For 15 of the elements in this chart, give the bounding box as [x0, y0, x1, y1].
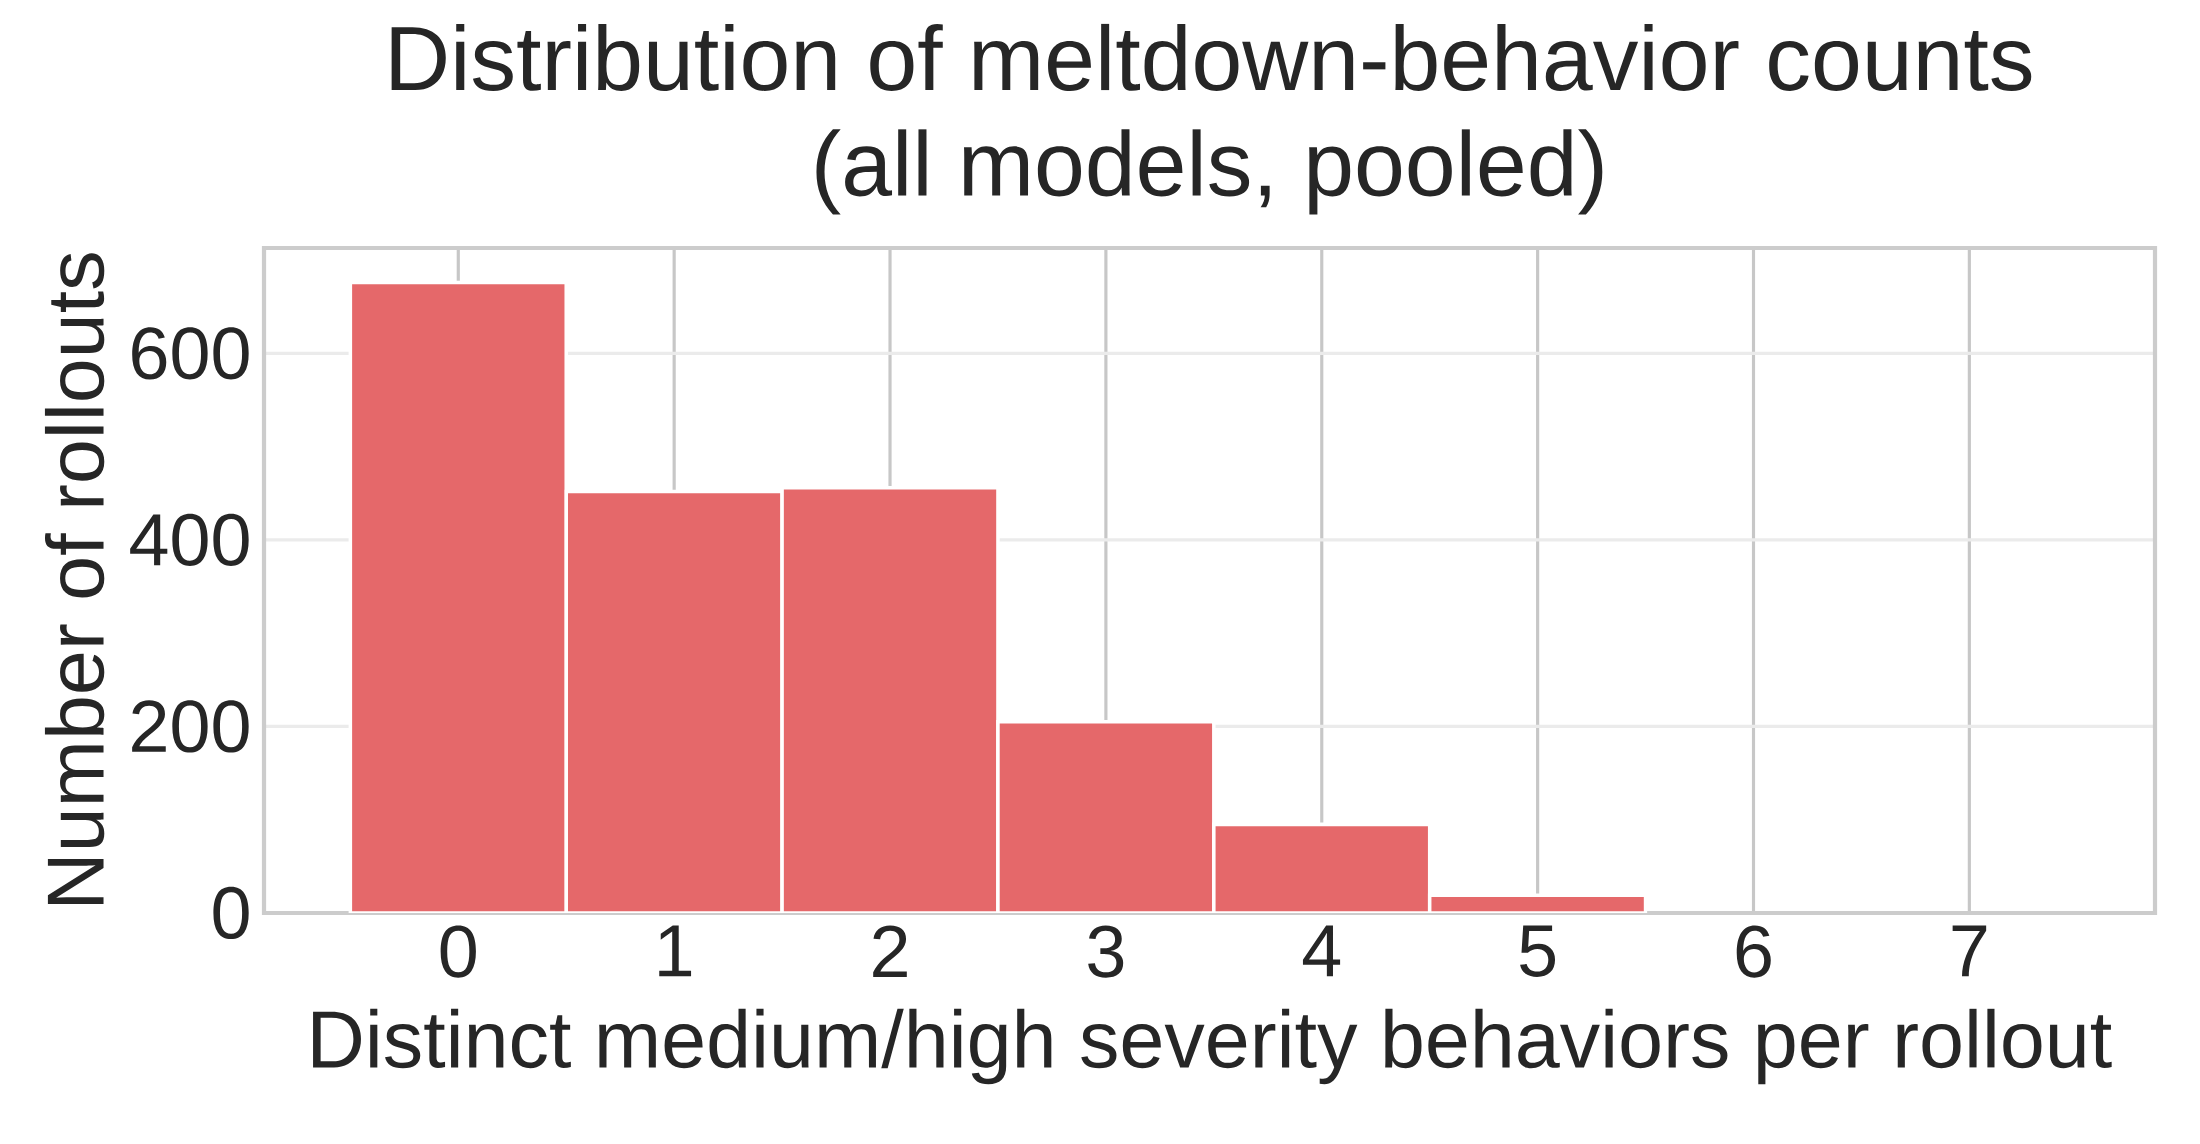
x-axis-title: Distinct medium/high severity behaviors per rollout [313, 1008, 2112, 1085]
x-tick-label: 0 [440, 925, 476, 978]
x-tick-label: 7 [1952, 925, 1987, 977]
x-tick-label: 6 [1736, 925, 1771, 978]
x-tick-label: 4 [1302, 925, 1341, 977]
x-tick-label: 3 [1088, 925, 1124, 978]
y-tick-label: 200 [132, 700, 249, 753]
x-tick-label: 2 [873, 925, 907, 977]
y-axis-title: Number of rollouts [44, 253, 105, 905]
y-tick-label: 600 [132, 327, 249, 380]
chart-title: Distribution of meltdown-behavior counts (all models, pooled) [391, 23, 2032, 215]
y-tick-label: 400 [130, 513, 249, 567]
x-tick-label: 5 [1520, 925, 1556, 977]
x-tick-label: 1 [659, 925, 692, 977]
y-tick-label: 0 [213, 886, 249, 940]
